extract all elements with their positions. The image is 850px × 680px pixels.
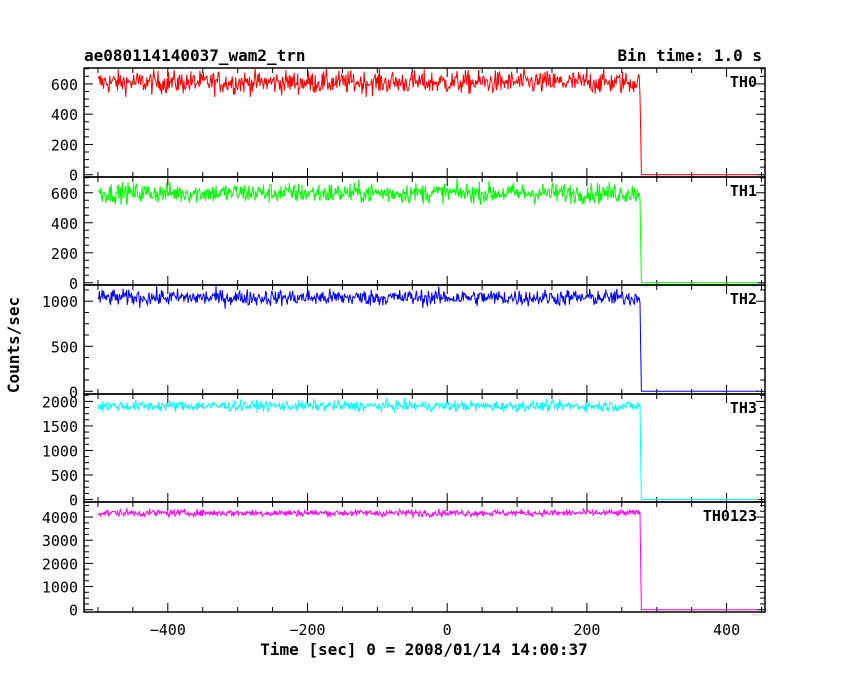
series-line bbox=[97, 67, 758, 176]
x-tick-label: 0 bbox=[443, 621, 452, 639]
panel-th0: 0 200 400 600 TH0 bbox=[51, 67, 766, 185]
panel-th1: 0 200 400 600 TH1 bbox=[51, 176, 766, 293]
panel-th2: 0 500 1000 TH2 bbox=[42, 284, 766, 401]
series-line bbox=[97, 286, 758, 392]
series-label: TH1 bbox=[730, 182, 757, 200]
panel-th0123: 0 1000 2000 3000 4000 TH0123 bbox=[42, 501, 766, 620]
series-label: TH0 bbox=[730, 73, 757, 91]
series-line bbox=[97, 507, 758, 611]
y-tick-label: 2000 bbox=[42, 555, 78, 573]
x-tick-label: −400 bbox=[150, 621, 186, 639]
panel-frame bbox=[83, 501, 766, 613]
y-tick-label: 600 bbox=[51, 76, 78, 94]
y-tick-label: 500 bbox=[51, 467, 78, 485]
bin-time-label: Bin time: 1.0 s bbox=[618, 46, 763, 65]
y-tick-label: 400 bbox=[51, 215, 78, 233]
panels-group: 0 200 400 600 TH0 0 200 400 600 TH1 0 500 1000 TH2 0 50… bbox=[42, 67, 766, 639]
y-tick-label: 1500 bbox=[42, 418, 78, 436]
y-tick-label: 4000 bbox=[42, 509, 78, 527]
panel-frame bbox=[83, 393, 766, 503]
y-tick-label: 0 bbox=[69, 602, 78, 620]
y-tick-label: 600 bbox=[51, 185, 78, 203]
y-axis-label: Counts/sec bbox=[4, 297, 23, 393]
series-line bbox=[97, 178, 758, 284]
series-label: TH2 bbox=[730, 290, 757, 308]
y-tick-label: 1000 bbox=[42, 579, 78, 597]
panel-th3: 0 500 1000 1500 2000 TH3 bbox=[42, 393, 766, 510]
x-tick-label: 200 bbox=[573, 621, 600, 639]
chart-title: ae080114140037_wam2_trn bbox=[84, 46, 306, 65]
y-tick-label: 500 bbox=[51, 338, 78, 356]
y-tick-label: 2000 bbox=[42, 393, 78, 411]
series-label: TH3 bbox=[730, 399, 757, 417]
y-tick-label: 200 bbox=[51, 136, 78, 154]
series-label: TH0123 bbox=[703, 507, 757, 525]
y-tick-label: 1000 bbox=[42, 442, 78, 460]
x-tick-label: 400 bbox=[713, 621, 740, 639]
y-tick-label: 3000 bbox=[42, 532, 78, 550]
x-axis-label: Time [sec] 0 = 2008/01/14 14:00:37 bbox=[260, 640, 588, 659]
series-line bbox=[97, 397, 758, 500]
x-tick-label: −200 bbox=[289, 621, 325, 639]
y-tick-label: 0 bbox=[69, 275, 78, 293]
y-tick-label: 1000 bbox=[42, 293, 78, 311]
y-tick-label: 200 bbox=[51, 245, 78, 263]
y-tick-label: 0 bbox=[69, 383, 78, 401]
y-tick-label: 400 bbox=[51, 106, 78, 124]
y-tick-label: 0 bbox=[69, 167, 78, 185]
y-tick-label: 0 bbox=[69, 492, 78, 510]
